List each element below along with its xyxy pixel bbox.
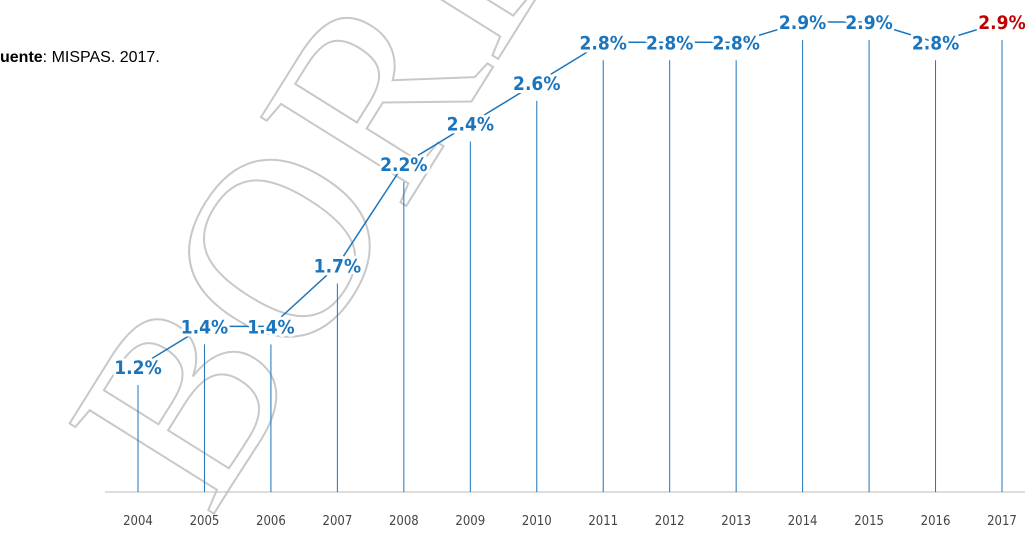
x-tick-label: 2010 [522, 514, 552, 529]
source-label: uente [0, 49, 43, 66]
value-label: 1.4% [247, 316, 294, 338]
x-tick-label: 2014 [788, 514, 818, 529]
x-tick-label: 2011 [588, 514, 618, 529]
x-tick-label: 2007 [323, 514, 353, 529]
value-label: 2.8% [646, 32, 693, 54]
x-tick-label: 2009 [455, 514, 485, 529]
value-label: 1.2% [114, 357, 161, 379]
x-tick-label: 2005 [190, 514, 220, 529]
value-label: 1.7% [314, 256, 361, 278]
source-text: : MISPAS. 2017. [43, 49, 160, 66]
x-tick-label: 2012 [655, 514, 685, 529]
value-label: 2.8% [912, 32, 959, 54]
value-label: 1.4% [181, 316, 228, 338]
x-tick-label: 2006 [256, 514, 286, 529]
value-label: 2.2% [380, 154, 427, 176]
trend-line [137, 21, 1003, 368]
value-label: 2.4% [447, 113, 494, 135]
x-tick-label: 2008 [389, 514, 419, 529]
value-label: 2.6% [513, 73, 560, 95]
x-tick-label: 2004 [123, 514, 153, 529]
x-tick-label: 2016 [921, 514, 951, 529]
x-tick-label: 2017 [987, 514, 1017, 529]
x-tick-label: 2013 [721, 514, 751, 529]
source: uente: MISPAS. 2017. [0, 49, 160, 66]
value-label: 2.9% [978, 12, 1025, 34]
value-label: 2.9% [845, 12, 892, 34]
value-label: 2.8% [580, 32, 627, 54]
x-tick-label: 2015 [854, 514, 884, 529]
value-label: 2.8% [712, 32, 759, 54]
value-label: 2.9% [779, 12, 826, 34]
